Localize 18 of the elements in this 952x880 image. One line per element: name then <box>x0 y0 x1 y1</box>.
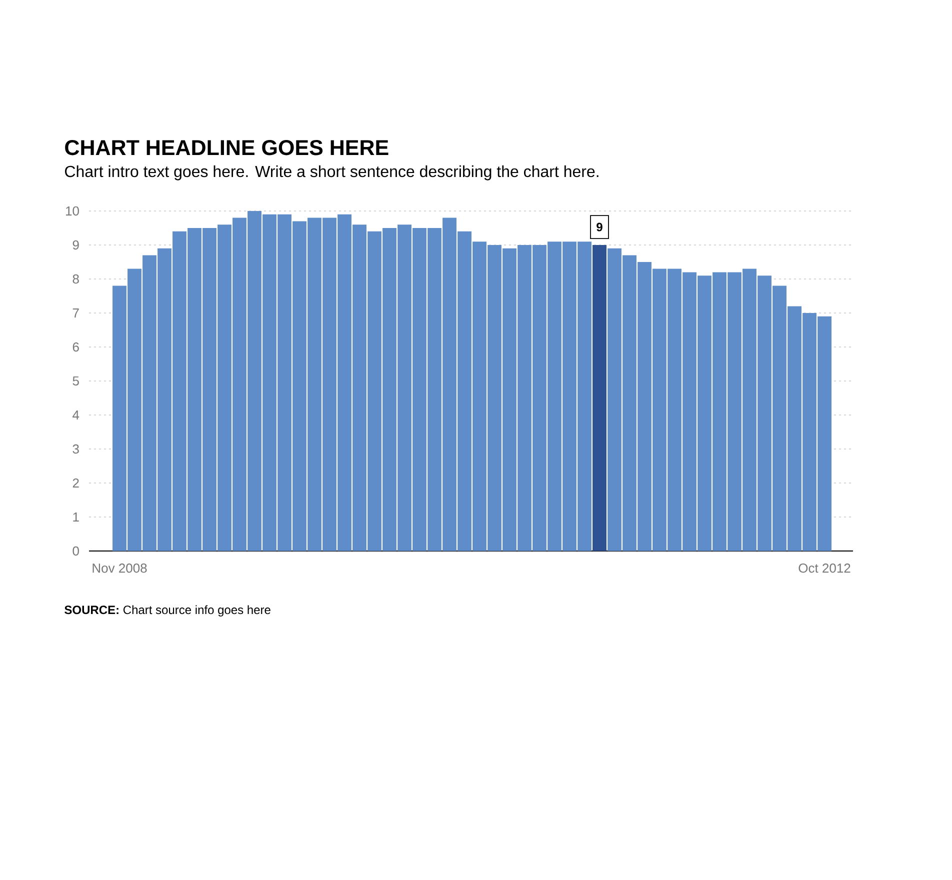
bar <box>592 244 606 551</box>
y-tick-label: 8 <box>72 274 79 284</box>
x-tick-label: Oct 2012 <box>798 564 850 573</box>
y-tick-label: 5 <box>72 376 79 386</box>
y-tick-label: 0 <box>72 546 79 556</box>
y-tick-label: 9 <box>72 240 79 250</box>
y-tick-label: 1 <box>73 512 79 522</box>
text: SOURCE: Chart source info goes here <box>64 605 270 616</box>
y-tick-label: 10 <box>66 206 79 216</box>
chart-title: CHART HEADLINE GOES HERE <box>65 140 388 156</box>
x-tick-label: Nov 2008 <box>92 564 147 573</box>
y-tick-label: 4 <box>72 410 80 420</box>
chart-subtitle: Chart intro text goes here. Write a short sentence describing the chart here. <box>65 165 598 180</box>
y-tick-label: 6 <box>72 342 79 352</box>
y-tick-label: 3 <box>72 444 79 454</box>
y-tick-label: 2 <box>72 478 79 488</box>
data-label: 9 <box>596 222 602 232</box>
y-tick-label: 7 <box>72 308 79 318</box>
